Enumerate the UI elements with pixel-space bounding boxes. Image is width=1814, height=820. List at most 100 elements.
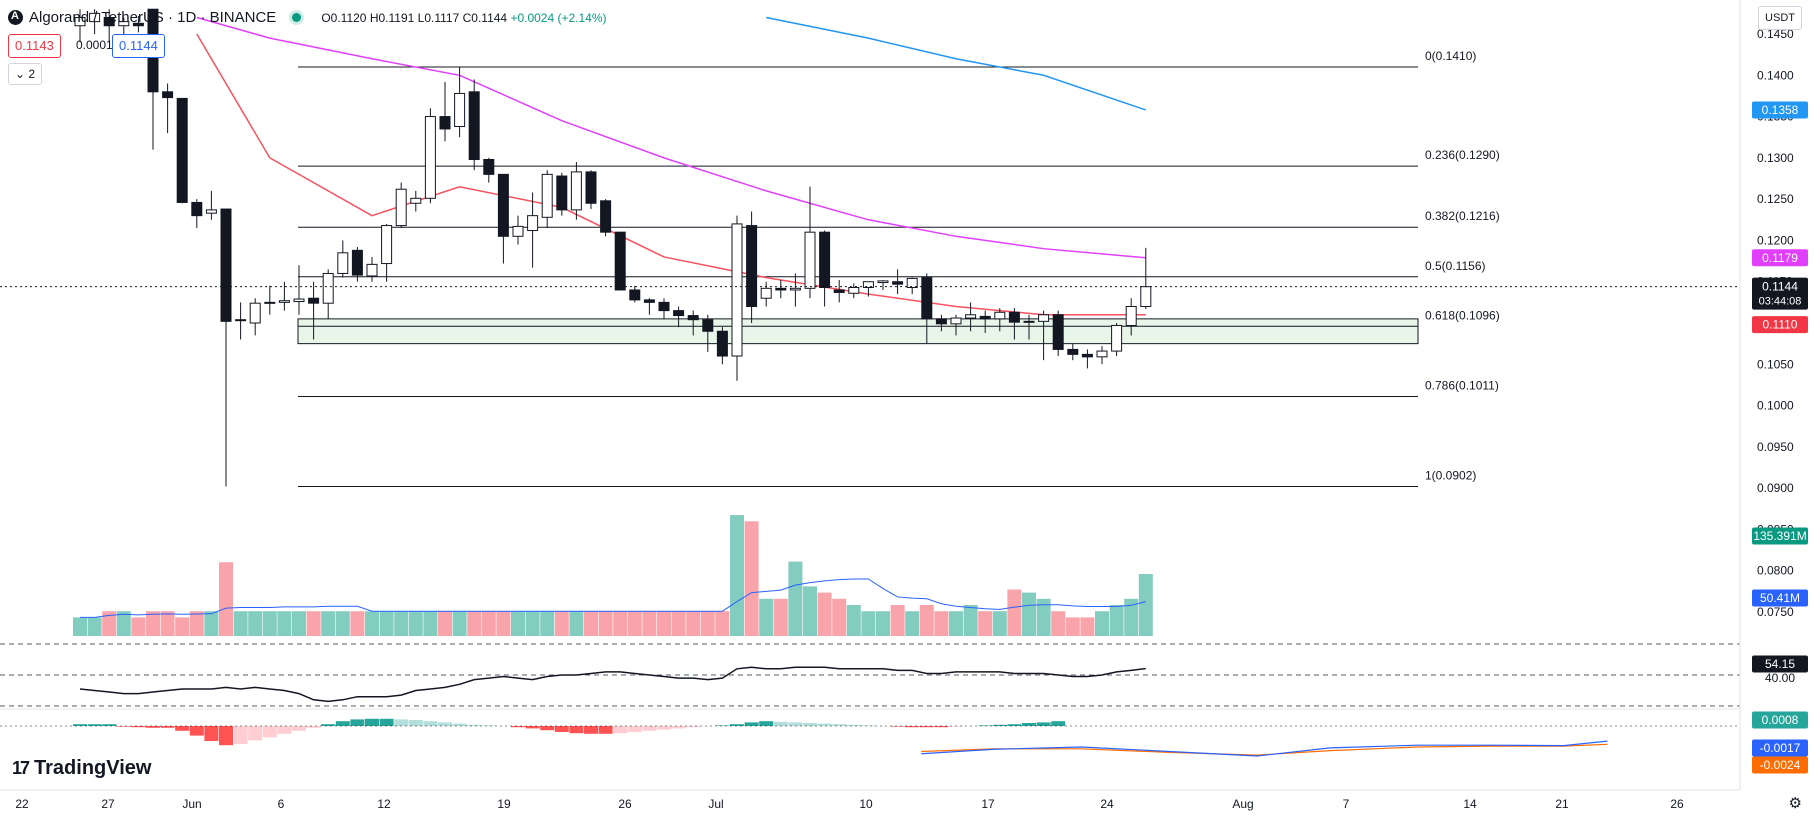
candle-body <box>600 200 612 233</box>
candle-body <box>570 171 582 211</box>
macd-histogram-bar <box>350 719 365 726</box>
volume-bar <box>598 611 613 636</box>
candle-body <box>819 231 831 288</box>
macd-histogram-bar <box>160 726 175 728</box>
volume-bar <box>919 605 934 636</box>
candle-body <box>629 289 641 301</box>
macd-histogram-bar <box>832 724 847 726</box>
candle-body <box>556 175 568 211</box>
sell-price-button[interactable]: 0.1143 <box>8 34 61 58</box>
volume-bar <box>817 592 832 636</box>
volume-bar <box>978 611 993 636</box>
candle-body <box>424 116 436 199</box>
candle-body <box>833 289 845 293</box>
volume-bar <box>554 611 569 636</box>
indicators-collapse-button[interactable]: ⌄ 2 <box>8 63 43 85</box>
macd-histogram-bar <box>992 724 1007 726</box>
volume-bar <box>233 611 248 636</box>
y-tick-label: 0.0950 <box>1757 440 1794 454</box>
candle-body <box>249 302 261 324</box>
volume-bar <box>1036 598 1051 636</box>
candle-body <box>935 318 947 325</box>
volume-ma-badge: 50.41M <box>1760 591 1800 605</box>
macd-histogram-bar <box>481 725 496 726</box>
macd-histogram-bar <box>919 726 934 728</box>
macd-histogram-bar <box>905 726 920 728</box>
macd-histogram-bar <box>423 721 438 726</box>
buy-price-button[interactable]: 0.1144 <box>112 34 165 58</box>
volume-bar <box>146 611 160 636</box>
candle-body <box>205 209 217 214</box>
macd-histogram-bar <box>773 721 788 726</box>
macd-histogram-bar <box>686 726 701 728</box>
volume-bar <box>627 611 642 636</box>
ohlc-low: L0.1117 <box>417 10 460 25</box>
candle-body <box>468 91 480 161</box>
volume-bar <box>131 617 146 636</box>
candle-body <box>746 225 758 307</box>
volume-bar <box>759 598 774 636</box>
candle-body <box>687 315 699 321</box>
ohlc-readout: O0.1120 H0.1191 L0.1117 C0.1144 +0.0024 … <box>321 11 606 25</box>
candle-body <box>176 97 188 203</box>
volume-bar <box>744 521 759 636</box>
candle-body <box>351 249 363 276</box>
macd-histogram-bar <box>248 726 263 741</box>
macd-histogram-bar <box>87 724 102 726</box>
macd-histogram-bar <box>1022 723 1036 726</box>
volume-bar <box>730 515 744 636</box>
volume-bar <box>1022 592 1036 636</box>
candle-body <box>1125 305 1137 326</box>
y-tick-label: 0.1450 <box>1757 27 1794 41</box>
algorand-coin-icon <box>8 10 23 25</box>
candle-body <box>1140 286 1152 307</box>
macd-histogram-bar <box>73 724 87 726</box>
macd-histogram-bar <box>189 726 204 736</box>
candle-body <box>775 287 787 291</box>
macd-histogram-bar <box>554 726 569 732</box>
gear-icon[interactable]: ⚙ <box>1788 795 1802 812</box>
macd-histogram-bar <box>467 724 482 726</box>
currency-select[interactable]: USDT <box>1758 6 1802 30</box>
candle-body <box>614 231 626 291</box>
volume-bar <box>189 611 204 636</box>
symbol-title[interactable]: Algorand / TetherUS · 1D · BINANCE <box>29 9 277 26</box>
candle-body <box>278 300 290 303</box>
x-tick-label: 19 <box>497 797 511 811</box>
volume-bar <box>671 611 686 636</box>
volume-bar <box>1051 611 1066 636</box>
candle-body <box>979 315 991 320</box>
ema-mid-badge-bg <box>1752 249 1808 267</box>
tradingview-logo[interactable]: 17 TradingView <box>12 757 151 780</box>
volume-bar <box>846 605 861 636</box>
x-tick-label: 17 <box>981 797 995 811</box>
volume-bar <box>613 611 628 636</box>
volume-bar <box>803 586 817 636</box>
candle-body <box>673 310 685 317</box>
candle-body <box>1081 353 1093 358</box>
volume-bar <box>584 611 598 636</box>
candle-body <box>483 159 495 175</box>
volume-bar <box>569 611 584 636</box>
macd-histogram-bar <box>277 726 292 734</box>
last-price-badge: 0.1144 <box>1762 280 1798 294</box>
candle-body <box>892 281 904 285</box>
macd-histogram-bar <box>846 724 861 726</box>
spread-value: 0.0001 <box>76 38 113 52</box>
x-tick-label: 6 <box>278 797 285 811</box>
x-tick-label: 24 <box>1100 797 1114 811</box>
macd-signal-badge-bg <box>1752 756 1808 774</box>
macd-histogram-bar <box>525 726 540 729</box>
volume-bar <box>394 611 409 636</box>
macd-histogram-bar <box>438 722 452 726</box>
volume-bar <box>321 611 336 636</box>
macd-histogram-bar <box>1036 722 1051 726</box>
candle-body <box>658 301 670 312</box>
x-tick-label: Aug <box>1232 797 1253 811</box>
volume-bar <box>379 611 394 636</box>
x-tick-label: 26 <box>1670 797 1684 811</box>
macd-histogram-bar <box>511 726 525 728</box>
candle-body <box>1111 324 1123 352</box>
symbol-header[interactable]: Algorand / TetherUS · 1D · BINANCE O0.11… <box>8 9 607 26</box>
